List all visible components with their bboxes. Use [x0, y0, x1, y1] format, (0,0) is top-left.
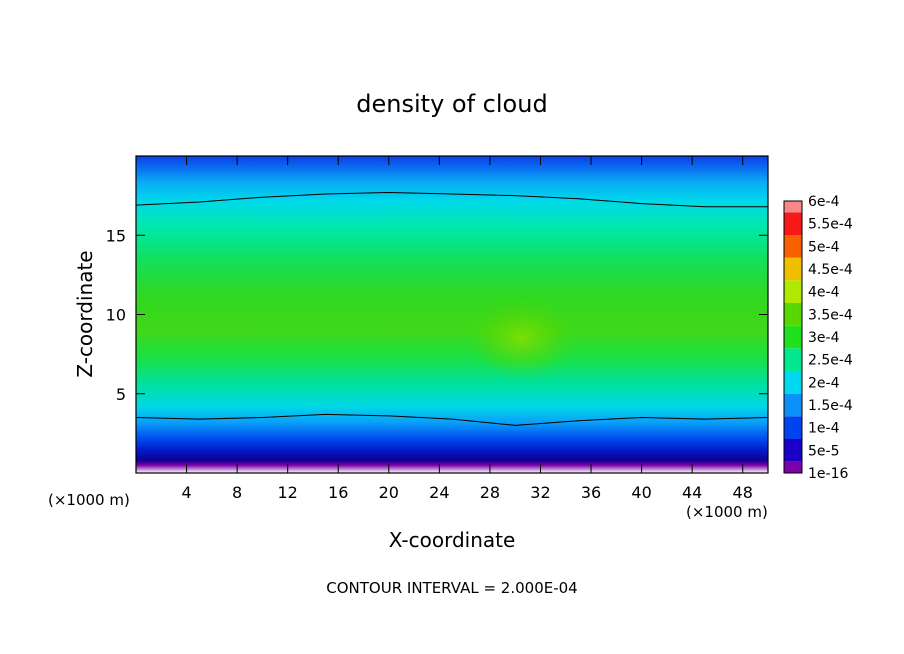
colorbar-swatch — [784, 461, 802, 473]
colorbar-label: 4.5e-4 — [808, 262, 853, 278]
colorbar-swatch — [784, 348, 802, 371]
colorbar-label: 1e-16 — [808, 466, 848, 482]
x-axis-label: X-coordinate — [389, 528, 516, 552]
colorbar-swatch — [784, 280, 802, 303]
top-contour-line — [136, 191, 768, 208]
colorbar-label: 5.5e-4 — [808, 217, 853, 233]
colorbar-swatch — [784, 303, 802, 326]
x-tick-label: 44 — [682, 483, 702, 502]
colorbar-label: 2.5e-4 — [808, 353, 853, 369]
colorbar-frame — [783, 200, 803, 474]
colorbar-swatch — [784, 201, 802, 213]
x-axis: 4 8 12 16 20 24 28 32 36 40 44 48 — [181, 156, 753, 502]
x-tick-label: 4 — [181, 483, 191, 502]
density-field — [136, 156, 768, 473]
colorbar-swatch — [784, 439, 802, 462]
y-tick-label: 15 — [106, 226, 126, 245]
x-tick-label: 32 — [530, 483, 550, 502]
colorbar-swatch — [784, 257, 802, 281]
colorbar-swatch — [784, 371, 802, 394]
colorbar-label: 5e-4 — [808, 239, 840, 255]
x-tick-label: 20 — [379, 483, 399, 502]
x-tick-label: 40 — [631, 483, 651, 502]
plot-area — [136, 156, 768, 473]
contour-interval-note: CONTOUR INTERVAL = 2.000E-04 — [326, 579, 577, 597]
colorbar-swatch — [784, 416, 802, 439]
colorbar-swatch — [784, 212, 802, 235]
x-axis-unit-left: (×1000 m) — [48, 491, 130, 509]
x-tick-label: 28 — [480, 483, 500, 502]
x-tick-label: 48 — [733, 483, 753, 502]
y-axis: 5 10 15 — [106, 226, 768, 404]
chart-title: density of cloud — [356, 90, 547, 118]
colorbar-label: 5e-5 — [808, 443, 839, 459]
density-maximum-region — [464, 297, 579, 380]
colorbar: 1e-16 5e-5 1e-4 1.5e-4 2e-4 2.5e-4 3e-4 3.5e-4 4… — [783, 194, 853, 482]
colorbar-swatch — [784, 325, 802, 349]
x-tick-label: 8 — [232, 483, 242, 502]
x-tick-label: 24 — [429, 483, 449, 502]
y-tick-label: 10 — [106, 306, 126, 325]
colorbar-label: 1e-4 — [808, 421, 840, 437]
colorbar-swatch — [784, 235, 802, 258]
base-contour-line — [136, 413, 768, 426]
colorbar-swatch — [784, 393, 802, 417]
colorbar-label: 6e-4 — [808, 194, 840, 210]
colorbar-label: 3e-4 — [808, 330, 840, 346]
colorbar-label: 3.5e-4 — [808, 307, 853, 323]
colorbar-label: 4e-4 — [808, 285, 840, 301]
x-axis-unit-right: (×1000 m) — [686, 503, 768, 521]
colorbar-label: 2e-4 — [808, 375, 840, 391]
x-tick-label: 16 — [328, 483, 348, 502]
y-axis-label: Z-coordinate — [73, 250, 97, 377]
x-tick-label: 12 — [278, 483, 298, 502]
colorbar-label: 1.5e-4 — [808, 398, 853, 414]
x-tick-label: 36 — [581, 483, 601, 502]
y-tick-label: 5 — [116, 385, 126, 404]
